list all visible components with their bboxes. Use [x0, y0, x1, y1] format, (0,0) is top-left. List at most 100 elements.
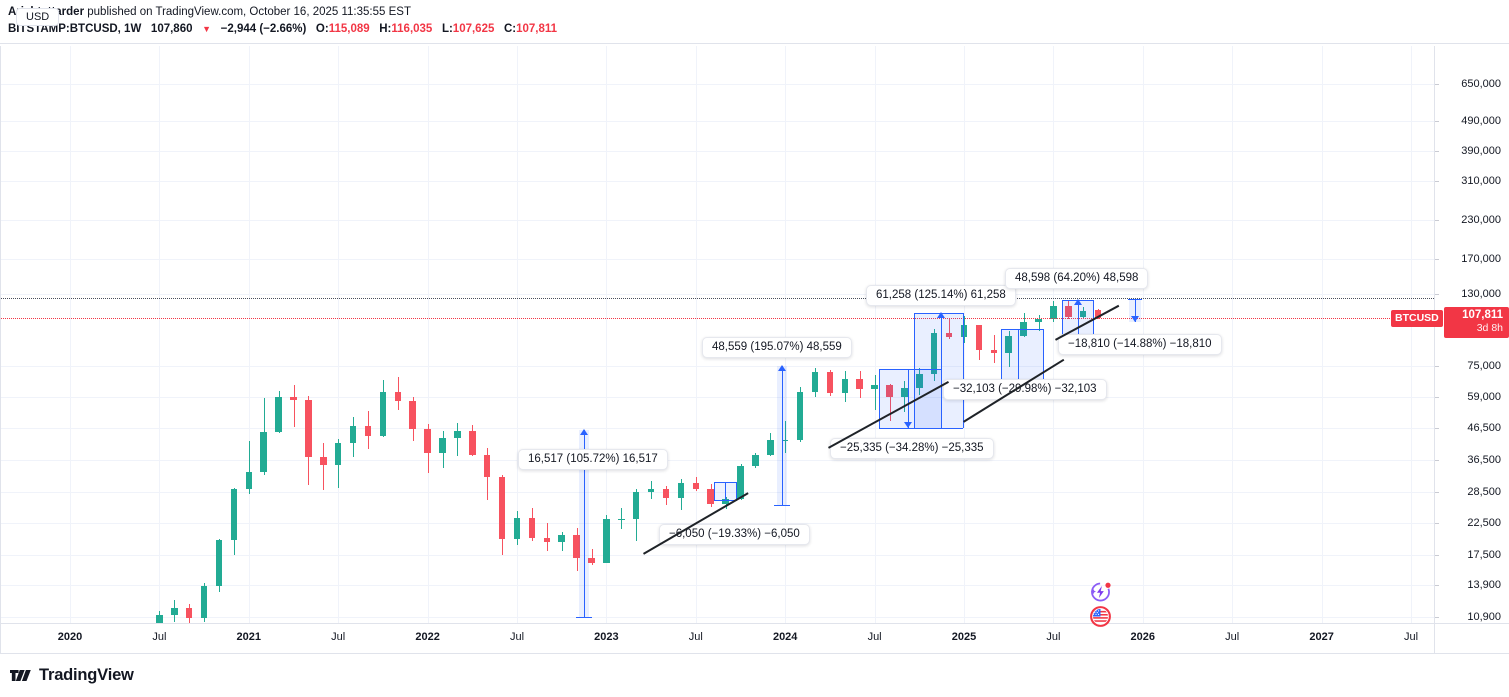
price-axis-tick-dash — [1434, 150, 1439, 152]
economic-event-badge[interactable] — [1088, 604, 1113, 629]
candle-body-bearish — [990, 350, 998, 354]
candle-body-bullish — [334, 442, 342, 465]
candle-body-bearish — [588, 558, 595, 563]
time-axis-tick: 2027 — [1309, 631, 1334, 643]
candle-body-bullish — [930, 332, 938, 375]
candle-wick — [591, 548, 593, 565]
measure-label-down-2[interactable]: −25,335 (−34.28%) −25,335 — [830, 438, 994, 459]
currency-unit-label: USD — [26, 11, 50, 23]
time-axis-tick: Jul — [1403, 631, 1419, 643]
tradingview-logo[interactable]: TradingView — [10, 666, 134, 685]
measure-vertical-line — [963, 313, 964, 428]
footer-divider — [0, 653, 1509, 654]
gridline-horizontal — [0, 617, 1434, 618]
gridline-horizontal — [0, 491, 1434, 493]
candle-body-bullish — [677, 483, 685, 498]
candle-body-bullish — [230, 489, 238, 540]
candle-body-bullish — [647, 488, 655, 493]
candle-body-bullish — [245, 472, 253, 490]
candle-body-bullish — [737, 466, 744, 500]
low-label: L: — [441, 23, 453, 35]
candle-wick — [621, 507, 623, 530]
gridline-horizontal — [0, 555, 1434, 557]
price-axis-tick-dash — [1434, 555, 1439, 557]
gridline-vertical — [1321, 46, 1323, 623]
candle-body-bullish — [752, 455, 759, 467]
measure-label-up-2[interactable]: 48,559 (195.07%) 48,559 — [702, 337, 852, 358]
candle-body-bullish — [275, 397, 282, 432]
measure-vertical-line — [584, 430, 585, 617]
candle-body-bearish — [543, 537, 551, 542]
candle-body-bullish — [811, 372, 819, 393]
plot-left-edge — [0, 46, 1, 653]
price-axis-tick-dash — [1434, 491, 1439, 493]
candle-body-bullish — [558, 534, 565, 542]
price-axis-tick: 13,900 — [1467, 579, 1501, 592]
time-axis-tick: 2020 — [57, 631, 83, 643]
time-axis-divider — [0, 623, 1509, 624]
measure-label-down-4[interactable]: −18,810 (−14.88%) −18,810 — [1058, 334, 1222, 355]
chart-plot-area[interactable]: 16,517 (105.72%) 16,517 −6,050 (−19.33%) … — [0, 46, 1434, 623]
time-axis-tick: Jul — [688, 631, 703, 643]
candle-body-bullish — [439, 437, 446, 453]
footer: TradingView — [0, 653, 1509, 697]
gridline-vertical — [695, 46, 697, 623]
measure-label-up-4[interactable]: 48,598 (64.20%) 48,598 — [1005, 268, 1149, 289]
candle-body-bullish — [632, 492, 640, 520]
measure-label-up-1[interactable]: 16,517 (105.72%) 16,517 — [518, 449, 668, 470]
measure-label-down-3[interactable]: −32,103 (−29.98%) −32,103 — [943, 379, 1107, 400]
candle-wick — [949, 317, 951, 340]
price-axis-tick: 230,000 — [1461, 213, 1501, 226]
time-axis-tick: 2024 — [772, 631, 798, 643]
gridline-vertical — [1232, 46, 1234, 623]
time-axis[interactable]: 2020 Jul 2021 Jul 2022 Jul 2023 Jul 2024 Jul 2025 J… — [0, 623, 1434, 653]
measure-horizontal-line — [879, 369, 941, 370]
header-divider — [0, 43, 1509, 44]
gridline-vertical — [785, 46, 787, 623]
measure-arrowhead-down — [1131, 316, 1139, 322]
gridline-vertical — [338, 46, 340, 623]
candle-body-bullish — [1005, 335, 1012, 354]
price-axis-tick: 10,900 — [1467, 611, 1501, 623]
measure-label-down-1[interactable]: −6,050 (−19.33%) −6,050 — [659, 524, 810, 545]
measure-label-up-3[interactable]: 61,258 (125.14%) 61,258 — [866, 285, 1016, 306]
gridline-vertical — [517, 46, 518, 623]
gridline-horizontal — [0, 585, 1434, 587]
candle-wick — [785, 421, 787, 453]
ai-insight-badge[interactable] — [1088, 579, 1113, 604]
candle-body-bullish — [871, 385, 878, 389]
candle-body-bullish — [349, 426, 357, 443]
time-axis-tick: Jul — [1225, 631, 1240, 643]
open-value: 115,089 — [328, 23, 370, 35]
gridline-horizontal — [0, 522, 1434, 524]
measure-horizontal-line — [576, 617, 592, 618]
measure-vertical-line — [1062, 300, 1063, 350]
price-axis[interactable]: 650,000 490,000 390,000 310,000 230,000 170,0… — [1434, 46, 1509, 653]
price-reference-line — [0, 298, 1434, 300]
candle-body-bullish — [215, 539, 223, 587]
gridline-horizontal — [0, 365, 1434, 367]
measure-vertical-line — [1093, 300, 1094, 350]
price-axis-tick: 28,500 — [1467, 485, 1501, 498]
low-value: 107,625 — [452, 23, 495, 35]
measure-vertical-line — [1018, 329, 1019, 391]
candle-body-bearish — [886, 385, 893, 397]
current-price-badge[interactable]: 107,811 3d 8h — [1444, 307, 1509, 339]
candle-body-bullish — [796, 392, 804, 440]
candle-body-bearish — [409, 401, 416, 429]
measure-horizontal-line — [914, 428, 963, 429]
measure-vertical-line — [1135, 299, 1136, 322]
sparkle-lightning-icon — [1090, 582, 1111, 602]
symbol-price-tag[interactable]: BTCUSD — [1391, 310, 1443, 328]
currency-unit-pill[interactable]: USD — [16, 8, 60, 26]
measure-highlight-band — [879, 369, 941, 428]
measure-vertical-line — [782, 366, 783, 505]
price-axis-tick-dash — [1434, 459, 1439, 461]
candle-body-bearish — [662, 488, 670, 498]
price-axis-tick-dash — [1434, 522, 1439, 524]
time-axis-tick: Jul — [331, 631, 346, 643]
candle-wick — [457, 423, 459, 456]
candle-body-bearish — [290, 397, 297, 400]
measure-arrowhead-up — [580, 429, 588, 435]
change-value: −2,944 (−2.66%) — [220, 23, 307, 35]
